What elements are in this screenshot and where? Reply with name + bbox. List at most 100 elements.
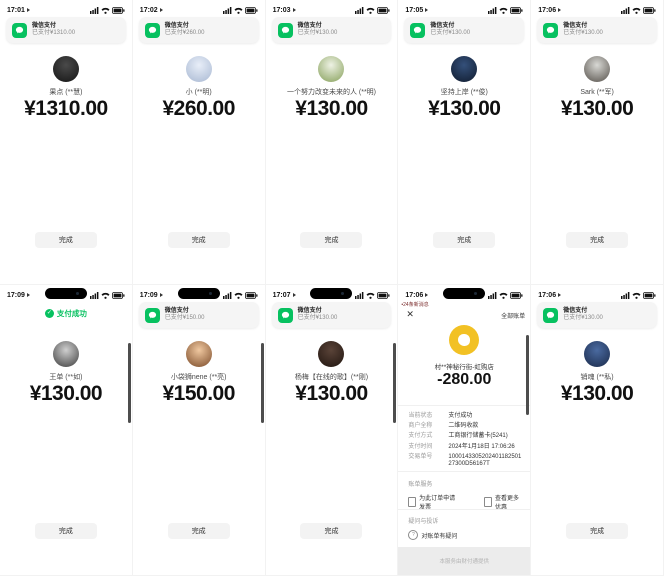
- help-section-title: 疑问与投诉: [408, 519, 439, 525]
- wechat-pay-icon: [144, 307, 160, 323]
- bill-question-item[interactable]: ? 对账单有疑问: [408, 530, 457, 540]
- detail-label: 商户全称: [408, 423, 433, 430]
- badge-label: 支付成功: [56, 309, 87, 318]
- status-bar: 17:09: [7, 289, 125, 301]
- payment-success-screen: 17:06 微信支付 已支付¥130.00 ✓ 支付成功 Sark (**军) …: [531, 0, 664, 285]
- status-time: 17:09: [140, 292, 163, 299]
- done-button[interactable]: 完成: [300, 232, 363, 248]
- notification-subtitle: 已支付¥150.00: [164, 315, 205, 321]
- detail-label: 交易单号: [408, 453, 433, 460]
- status-time: 17:01: [7, 7, 30, 14]
- new-messages-indicator[interactable]: •24条新消息: [401, 302, 429, 308]
- close-icon[interactable]: ✕: [406, 309, 414, 319]
- signal-icon: [89, 291, 99, 299]
- payee-name: 坚持上岸 (**俊): [440, 89, 488, 96]
- status-icons: [620, 6, 656, 14]
- payment-amount: ¥130.00: [295, 382, 368, 405]
- check-icon: ✓: [44, 309, 54, 318]
- payee-avatar: [52, 341, 79, 367]
- done-button[interactable]: 完成: [34, 523, 97, 539]
- scrollbar[interactable]: [526, 335, 530, 415]
- bill-details: 当前状态 支付成功 商户全称 二维码收款 支付方式 工商银行储蓄卡(5241) 支付时间 20…: [408, 413, 524, 468]
- all-bills-link[interactable]: 全部账单: [501, 314, 526, 320]
- payee-avatar: [185, 341, 212, 367]
- signal-icon: [620, 6, 630, 14]
- payee-name: Sark (**军): [580, 89, 614, 96]
- done-button[interactable]: 完成: [34, 232, 97, 248]
- location-arrow-icon: [26, 293, 30, 297]
- payment-success-badge: ✓ 支付成功: [0, 308, 132, 319]
- notification-text: 微信支付 已支付¥130.00: [563, 308, 603, 323]
- done-button[interactable]: 完成: [167, 232, 230, 248]
- bill-amount: -280.00: [437, 371, 492, 388]
- signal-icon: [488, 291, 497, 299]
- location-arrow-icon: [292, 293, 296, 297]
- bill-service-item[interactable]: 查看更多优惠: [484, 493, 524, 511]
- payee-name: 销魂 (**私): [580, 374, 614, 381]
- wechat-pay-notification[interactable]: 微信支付 已支付¥1310.00: [6, 17, 126, 43]
- merchant-logo: [449, 325, 480, 355]
- wechat-pay-icon: [410, 22, 426, 38]
- detail-value: 100014330520240118250127300D56167T: [448, 453, 522, 467]
- battery-icon: [377, 291, 390, 299]
- done-button[interactable]: 完成: [167, 523, 230, 539]
- detail-label: 支付时间: [408, 443, 433, 450]
- wifi-icon: [101, 292, 110, 299]
- done-button[interactable]: 完成: [433, 232, 496, 248]
- notification-subtitle: 已支付¥260.00: [164, 30, 205, 36]
- wechat-pay-notification[interactable]: 微信支付 已支付¥130.00: [537, 17, 657, 43]
- location-arrow-icon: [425, 8, 429, 12]
- detail-value: 工商银行储蓄卡(5241): [448, 433, 508, 440]
- dynamic-island: [443, 288, 486, 299]
- payee-name: 果点 (**慧): [49, 89, 83, 96]
- payee-avatar: [185, 56, 212, 82]
- payee-name: 小 (**明): [185, 89, 212, 96]
- dynamic-island: [44, 288, 87, 299]
- notification-subtitle: 已支付¥130.00: [563, 315, 603, 321]
- footer-panel: 本服务由财付通提供: [398, 547, 531, 575]
- battery-icon: [111, 291, 125, 299]
- notification-subtitle: 已支付¥130.00: [297, 315, 338, 321]
- payment-amount: ¥130.00: [560, 382, 634, 405]
- payment-success-screen: 17:07 微信支付 已支付¥130.00 ✓ 支付成功 杨梅【在线的歌】(**…: [265, 285, 399, 576]
- notification-subtitle: 已支付¥1310.00: [32, 30, 76, 36]
- scrollbar[interactable]: [393, 343, 397, 423]
- done-button[interactable]: 完成: [566, 523, 629, 539]
- payment-amount: ¥130.00: [29, 382, 103, 405]
- status-time: 17:06: [405, 292, 429, 299]
- wifi-icon: [632, 292, 641, 299]
- detail-value: 二维码收款: [448, 423, 479, 430]
- status-bar: 17:05: [405, 4, 523, 16]
- status-bar: 17:07: [273, 289, 391, 301]
- services-section-title: 账单服务: [408, 482, 433, 488]
- wifi-icon: [366, 7, 375, 14]
- status-bar: 17:06: [405, 289, 523, 301]
- bill-detail-row: 交易单号 100014330520240118250127300D56167T: [408, 454, 524, 468]
- status-time: 17:05: [405, 7, 429, 14]
- wechat-pay-notification[interactable]: 微信支付 已支付¥130.00: [537, 302, 657, 328]
- status-bar: 17:03: [273, 4, 391, 16]
- merchant-name: 村**神秘行街-虹购店: [434, 364, 494, 371]
- done-button[interactable]: 完成: [566, 232, 629, 248]
- done-button[interactable]: 完成: [300, 523, 363, 539]
- payment-success-screen: 17:02 微信支付 已支付¥260.00 ✓ 支付成功 小 (**明) ¥26…: [132, 0, 266, 285]
- status-icons: [222, 6, 258, 14]
- payment-amount: ¥260.00: [162, 97, 235, 120]
- wechat-pay-notification[interactable]: 微信支付 已支付¥130.00: [404, 17, 525, 43]
- payee-avatar: [52, 56, 79, 82]
- wechat-pay-notification[interactable]: 微信支付 已支付¥130.00: [271, 17, 392, 43]
- status-icons: [488, 291, 523, 299]
- status-icons: [488, 6, 523, 14]
- location-arrow-icon: [159, 293, 163, 297]
- wifi-icon: [101, 7, 110, 14]
- wechat-pay-notification[interactable]: 微信支付 已支付¥260.00: [138, 17, 259, 43]
- scrollbar[interactable]: [260, 343, 264, 423]
- wechat-pay-notification[interactable]: 微信支付 已支付¥130.00: [271, 302, 392, 328]
- scrollbar[interactable]: [127, 343, 131, 423]
- wifi-icon: [632, 7, 641, 14]
- notification-text: 微信支付 已支付¥1310.00: [32, 23, 75, 38]
- bill-service-item[interactable]: 为此订单申请发票: [408, 493, 458, 511]
- service-label: 查看更多优惠: [494, 496, 519, 511]
- wechat-pay-notification[interactable]: 微信支付 已支付¥150.00: [138, 302, 259, 328]
- notification-title: 微信支付: [164, 22, 189, 29]
